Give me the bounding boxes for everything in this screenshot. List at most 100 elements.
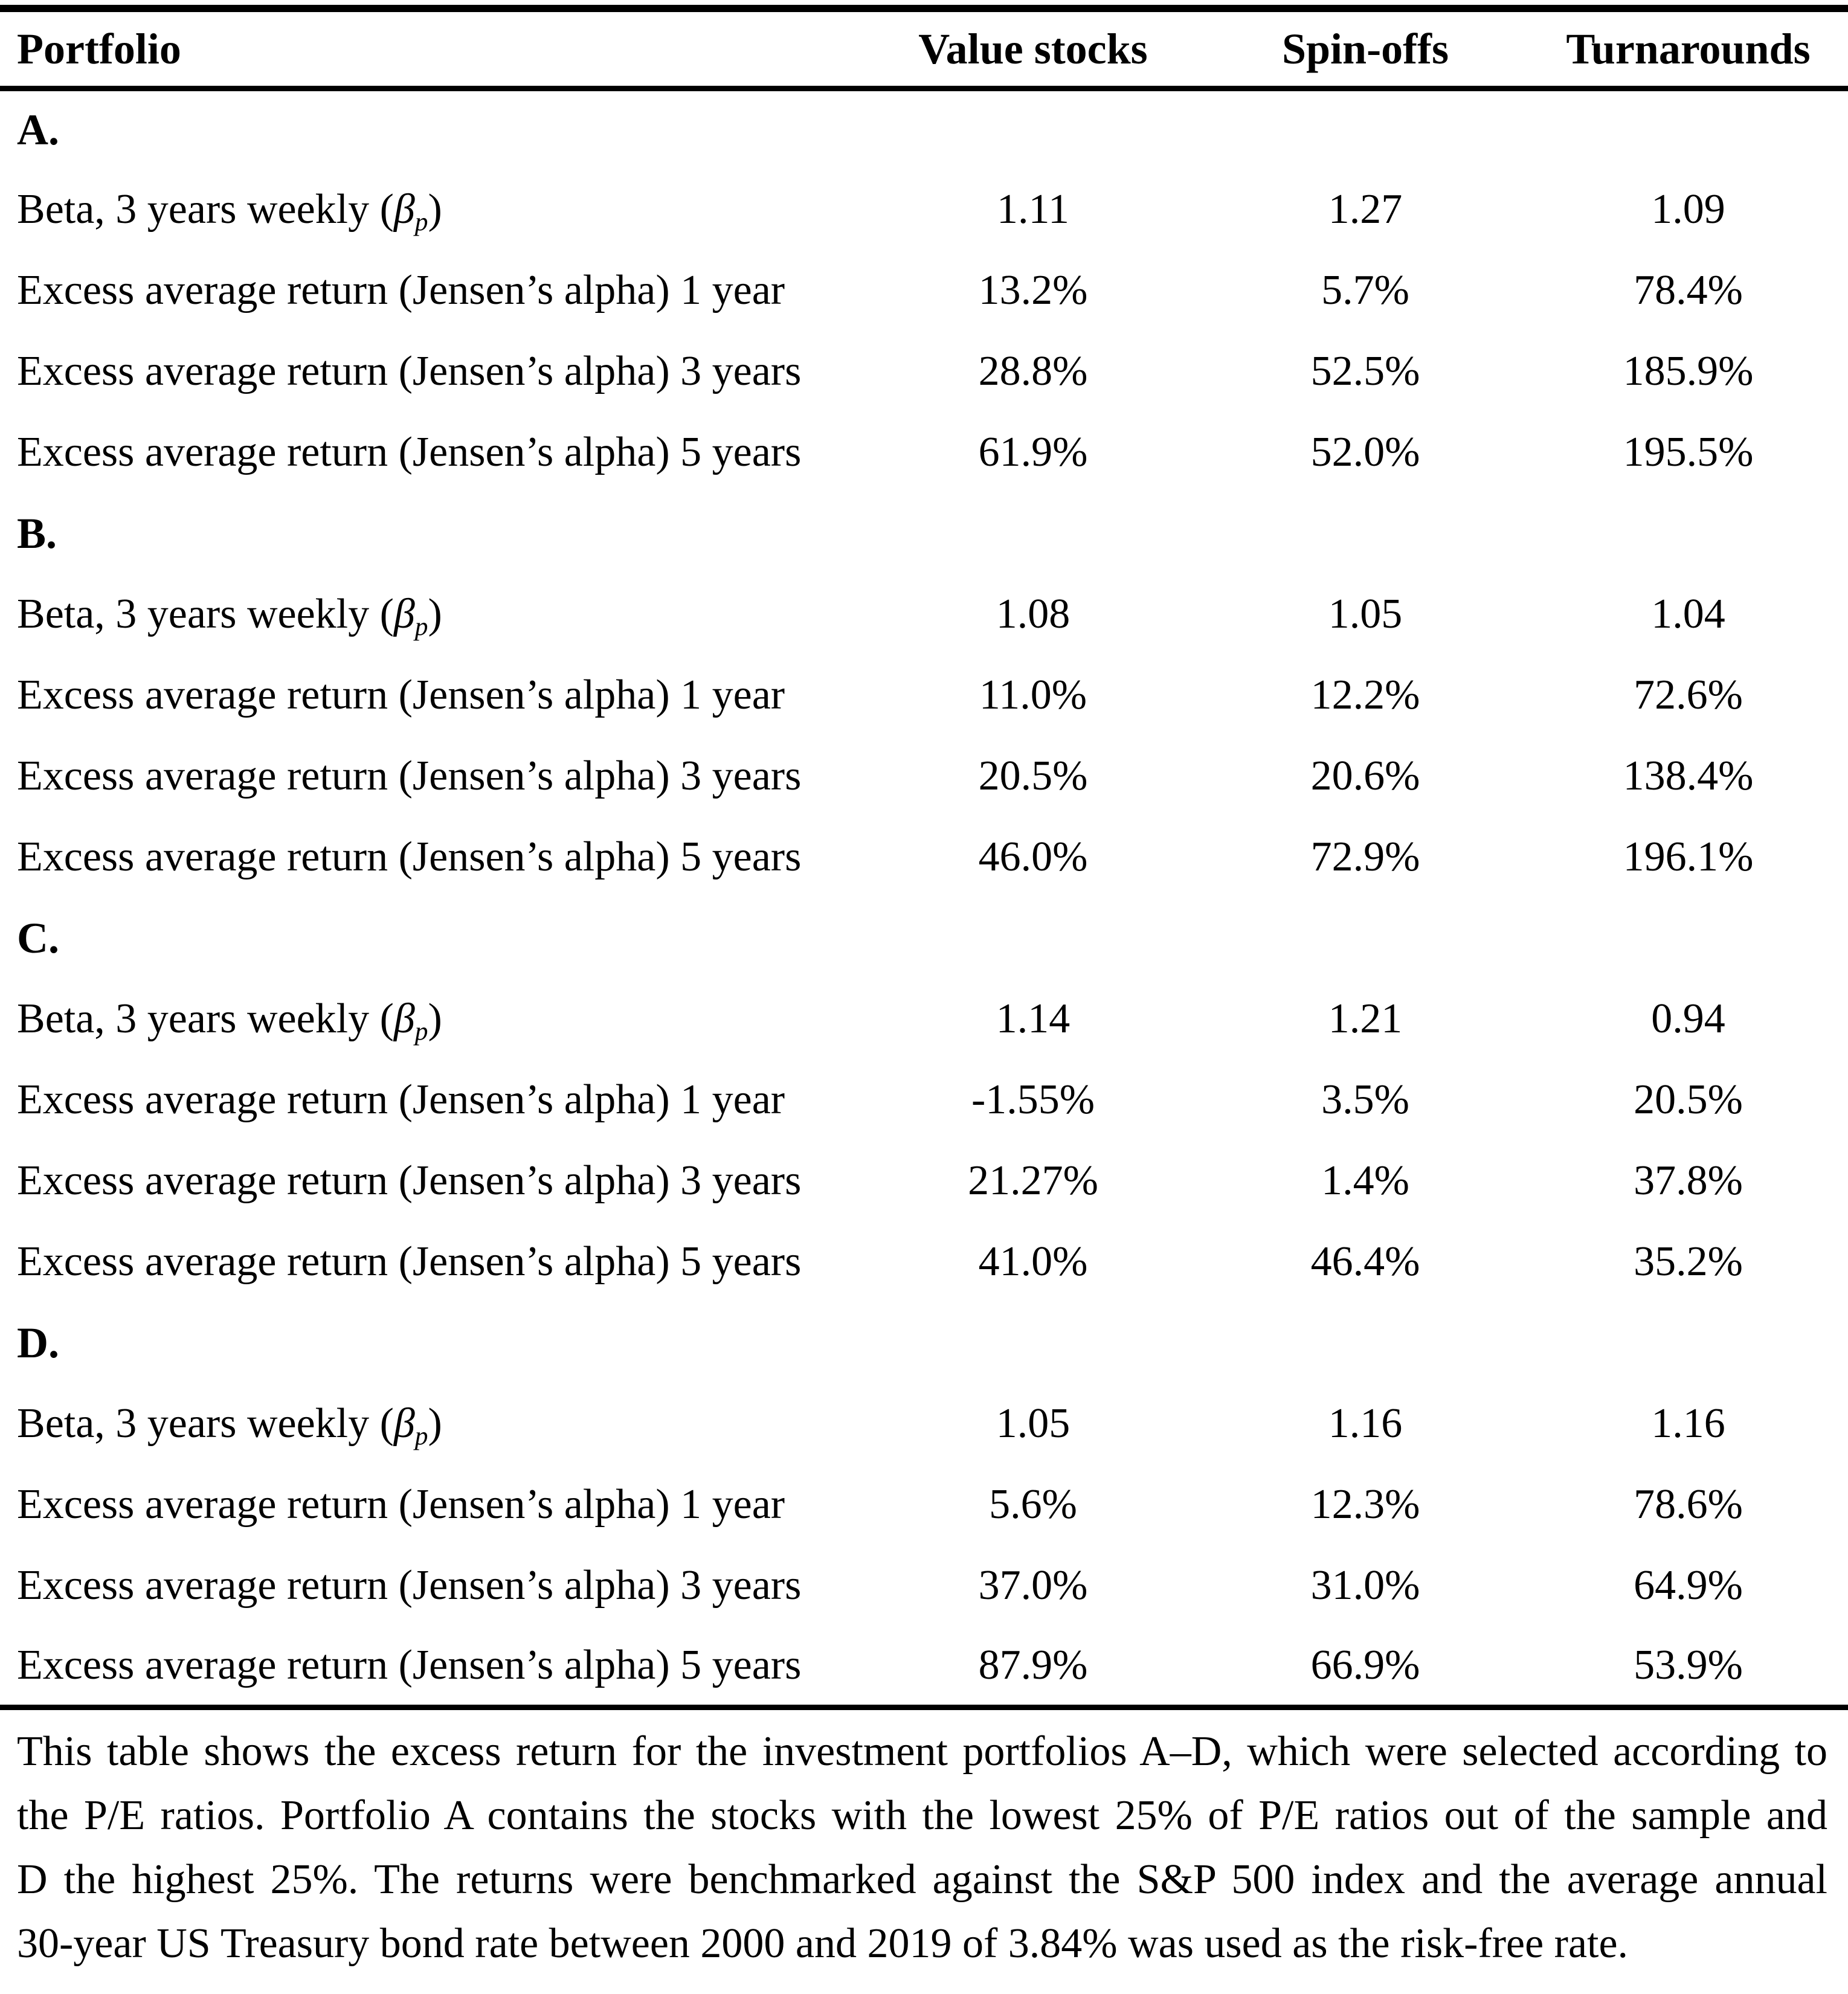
- table-row-alpha1y-c: Excess average return (Jensen’s alpha) 1…: [0, 1060, 1848, 1140]
- row-label-alpha-5y: Excess average return (Jensen’s alpha) 5…: [17, 834, 802, 880]
- cell-b-beta-spin-offs: 1.05: [1328, 591, 1403, 637]
- cell-a-alpha3y-value-stocks: 28.8%: [978, 348, 1088, 394]
- cell-c-alpha1y-turnarounds: 20.5%: [1634, 1076, 1743, 1123]
- beta-symbol: β: [393, 591, 415, 637]
- beta-symbol: β: [393, 186, 415, 233]
- table-header-row: Portfolio Value stocks Spin-offs Turnaro…: [0, 8, 1848, 88]
- cell-c-alpha5y-value-stocks: 41.0%: [978, 1238, 1088, 1285]
- row-label-alpha-1y: Excess average return (Jensen’s alpha) 1…: [17, 1076, 785, 1123]
- cell-a-beta-turnarounds: 1.09: [1651, 186, 1725, 233]
- section-b-label-row: B.: [0, 493, 1848, 574]
- table-row-beta-d: Beta, 3 years weekly (βp) 1.05 1.16 1.16: [0, 1383, 1848, 1464]
- row-label-alpha-3y: Excess average return (Jensen’s alpha) 3…: [17, 1562, 802, 1609]
- cell-c-alpha5y-spin-offs: 46.4%: [1310, 1238, 1420, 1285]
- row-label-alpha-5y: Excess average return (Jensen’s alpha) 5…: [17, 429, 802, 475]
- footnote-line-1: This table shows the excess return for t…: [17, 1728, 1827, 1775]
- cell-b-beta-value-stocks: 1.08: [996, 591, 1070, 637]
- table-row-alpha1y-a: Excess average return (Jensen’s alpha) 1…: [0, 250, 1848, 331]
- cell-d-beta-value-stocks: 1.05: [996, 1400, 1070, 1447]
- table-row-alpha5y-c: Excess average return (Jensen’s alpha) 5…: [0, 1221, 1848, 1302]
- cell-b-alpha5y-value-stocks: 46.0%: [978, 834, 1088, 880]
- row-label-alpha-1y: Excess average return (Jensen’s alpha) 1…: [17, 267, 785, 314]
- row-label-beta: Beta, 3 years weekly (βp): [17, 1400, 442, 1451]
- cell-b-alpha3y-value-stocks: 20.5%: [978, 753, 1088, 799]
- beta-subscript: p: [414, 612, 428, 642]
- cell-d-alpha5y-value-stocks: 87.9%: [978, 1641, 1088, 1688]
- cell-c-beta-value-stocks: 1.14: [996, 995, 1070, 1042]
- cell-a-alpha3y-spin-offs: 52.5%: [1310, 348, 1420, 394]
- cell-c-alpha3y-spin-offs: 1.4%: [1321, 1157, 1409, 1204]
- section-label-c: C.: [17, 914, 59, 962]
- beta-subscript: p: [414, 1421, 428, 1451]
- section-d-label-row: D.: [0, 1302, 1848, 1383]
- cell-c-beta-spin-offs: 1.21: [1328, 995, 1403, 1042]
- row-label-alpha-3y: Excess average return (Jensen’s alpha) 3…: [17, 348, 802, 394]
- table-row-beta-c: Beta, 3 years weekly (βp) 1.14 1.21 0.94: [0, 979, 1848, 1060]
- cell-d-alpha3y-spin-offs: 31.0%: [1310, 1562, 1420, 1609]
- cell-a-alpha1y-spin-offs: 5.7%: [1321, 267, 1409, 314]
- table-row-beta-a: Beta, 3 years weekly (βp) 1.11 1.27 1.09: [0, 169, 1848, 250]
- beta-subscript: p: [414, 207, 428, 237]
- cell-a-alpha5y-value-stocks: 61.9%: [978, 429, 1088, 475]
- cell-a-beta-value-stocks: 1.11: [997, 186, 1069, 233]
- column-header-portfolio: Portfolio: [17, 24, 181, 73]
- table-row-alpha3y-a: Excess average return (Jensen’s alpha) 3…: [0, 331, 1848, 412]
- row-label-beta: Beta, 3 years weekly (βp): [17, 186, 442, 237]
- column-header-value-stocks: Value stocks: [918, 24, 1148, 73]
- row-label-alpha-5y: Excess average return (Jensen’s alpha) 5…: [17, 1238, 802, 1285]
- table-row-alpha3y-c: Excess average return (Jensen’s alpha) 3…: [0, 1140, 1848, 1221]
- cell-d-alpha5y-spin-offs: 66.9%: [1310, 1641, 1420, 1688]
- cell-a-alpha1y-value-stocks: 13.2%: [978, 267, 1088, 314]
- section-label-d: D.: [17, 1319, 59, 1367]
- section-label-b: B.: [17, 509, 57, 558]
- cell-c-alpha3y-turnarounds: 37.8%: [1634, 1157, 1743, 1204]
- table-row-alpha3y-b: Excess average return (Jensen’s alpha) 3…: [0, 736, 1848, 817]
- table-row-alpha1y-d: Excess average return (Jensen’s alpha) 1…: [0, 1464, 1848, 1545]
- cell-b-alpha3y-turnarounds: 138.4%: [1623, 753, 1754, 799]
- cell-b-alpha5y-turnarounds: 196.1%: [1623, 834, 1754, 880]
- cell-d-alpha1y-value-stocks: 5.6%: [989, 1481, 1077, 1528]
- cell-d-alpha1y-spin-offs: 12.3%: [1310, 1481, 1420, 1528]
- cell-c-beta-turnarounds: 0.94: [1651, 995, 1725, 1042]
- cell-b-alpha1y-value-stocks: 11.0%: [979, 672, 1087, 718]
- cell-c-alpha1y-value-stocks: -1.55%: [971, 1076, 1095, 1123]
- row-label-alpha-3y: Excess average return (Jensen’s alpha) 3…: [17, 753, 802, 799]
- table-row-alpha5y-a: Excess average return (Jensen’s alpha) 5…: [0, 412, 1848, 493]
- cell-a-alpha3y-turnarounds: 185.9%: [1623, 348, 1754, 394]
- table-row-alpha1y-b: Excess average return (Jensen’s alpha) 1…: [0, 655, 1848, 736]
- cell-d-alpha3y-value-stocks: 37.0%: [978, 1562, 1088, 1609]
- table-footnote: This table shows the excess return for t…: [0, 1720, 1848, 1976]
- cell-a-alpha5y-turnarounds: 195.5%: [1623, 429, 1754, 475]
- cell-b-alpha1y-spin-offs: 12.2%: [1310, 672, 1420, 718]
- cell-b-alpha3y-spin-offs: 20.6%: [1310, 753, 1420, 799]
- section-c-label-row: C.: [0, 898, 1848, 979]
- footnote-line-3: D the highest 25%. The returns were benc…: [17, 1856, 1827, 1903]
- table-row-alpha5y-d: Excess average return (Jensen’s alpha) 5…: [0, 1626, 1848, 1707]
- cell-d-beta-spin-offs: 1.16: [1328, 1400, 1403, 1447]
- cell-b-alpha5y-spin-offs: 72.9%: [1310, 834, 1420, 880]
- row-label-alpha-5y: Excess average return (Jensen’s alpha) 5…: [17, 1641, 802, 1688]
- row-label-alpha-1y: Excess average return (Jensen’s alpha) 1…: [17, 672, 785, 718]
- cell-a-beta-spin-offs: 1.27: [1328, 186, 1403, 233]
- table-row-beta-b: Beta, 3 years weekly (βp) 1.08 1.05 1.04: [0, 574, 1848, 655]
- cell-b-beta-turnarounds: 1.04: [1651, 591, 1725, 637]
- table-row-alpha3y-d: Excess average return (Jensen’s alpha) 3…: [0, 1545, 1848, 1626]
- table-row-alpha5y-b: Excess average return (Jensen’s alpha) 5…: [0, 817, 1848, 898]
- beta-symbol: β: [393, 995, 415, 1042]
- column-header-spin-offs: Spin-offs: [1281, 24, 1449, 73]
- cell-d-alpha3y-turnarounds: 64.9%: [1634, 1562, 1743, 1609]
- cell-c-alpha1y-spin-offs: 3.5%: [1321, 1076, 1409, 1123]
- cell-d-beta-turnarounds: 1.16: [1651, 1400, 1725, 1447]
- row-label-beta: Beta, 3 years weekly (βp): [17, 591, 442, 642]
- beta-symbol: β: [393, 1400, 415, 1447]
- cell-a-alpha1y-turnarounds: 78.4%: [1634, 267, 1743, 314]
- section-label-a: A.: [17, 106, 59, 155]
- cell-d-alpha5y-turnarounds: 53.9%: [1634, 1641, 1743, 1688]
- portfolio-returns-table: Portfolio Value stocks Spin-offs Turnaro…: [0, 5, 1848, 1710]
- column-header-turnarounds: Turnarounds: [1566, 24, 1811, 73]
- cell-c-alpha5y-turnarounds: 35.2%: [1634, 1238, 1743, 1285]
- row-label-alpha-3y: Excess average return (Jensen’s alpha) 3…: [17, 1157, 802, 1204]
- cell-a-alpha5y-spin-offs: 52.0%: [1310, 429, 1420, 475]
- cell-d-alpha1y-turnarounds: 78.6%: [1634, 1481, 1743, 1528]
